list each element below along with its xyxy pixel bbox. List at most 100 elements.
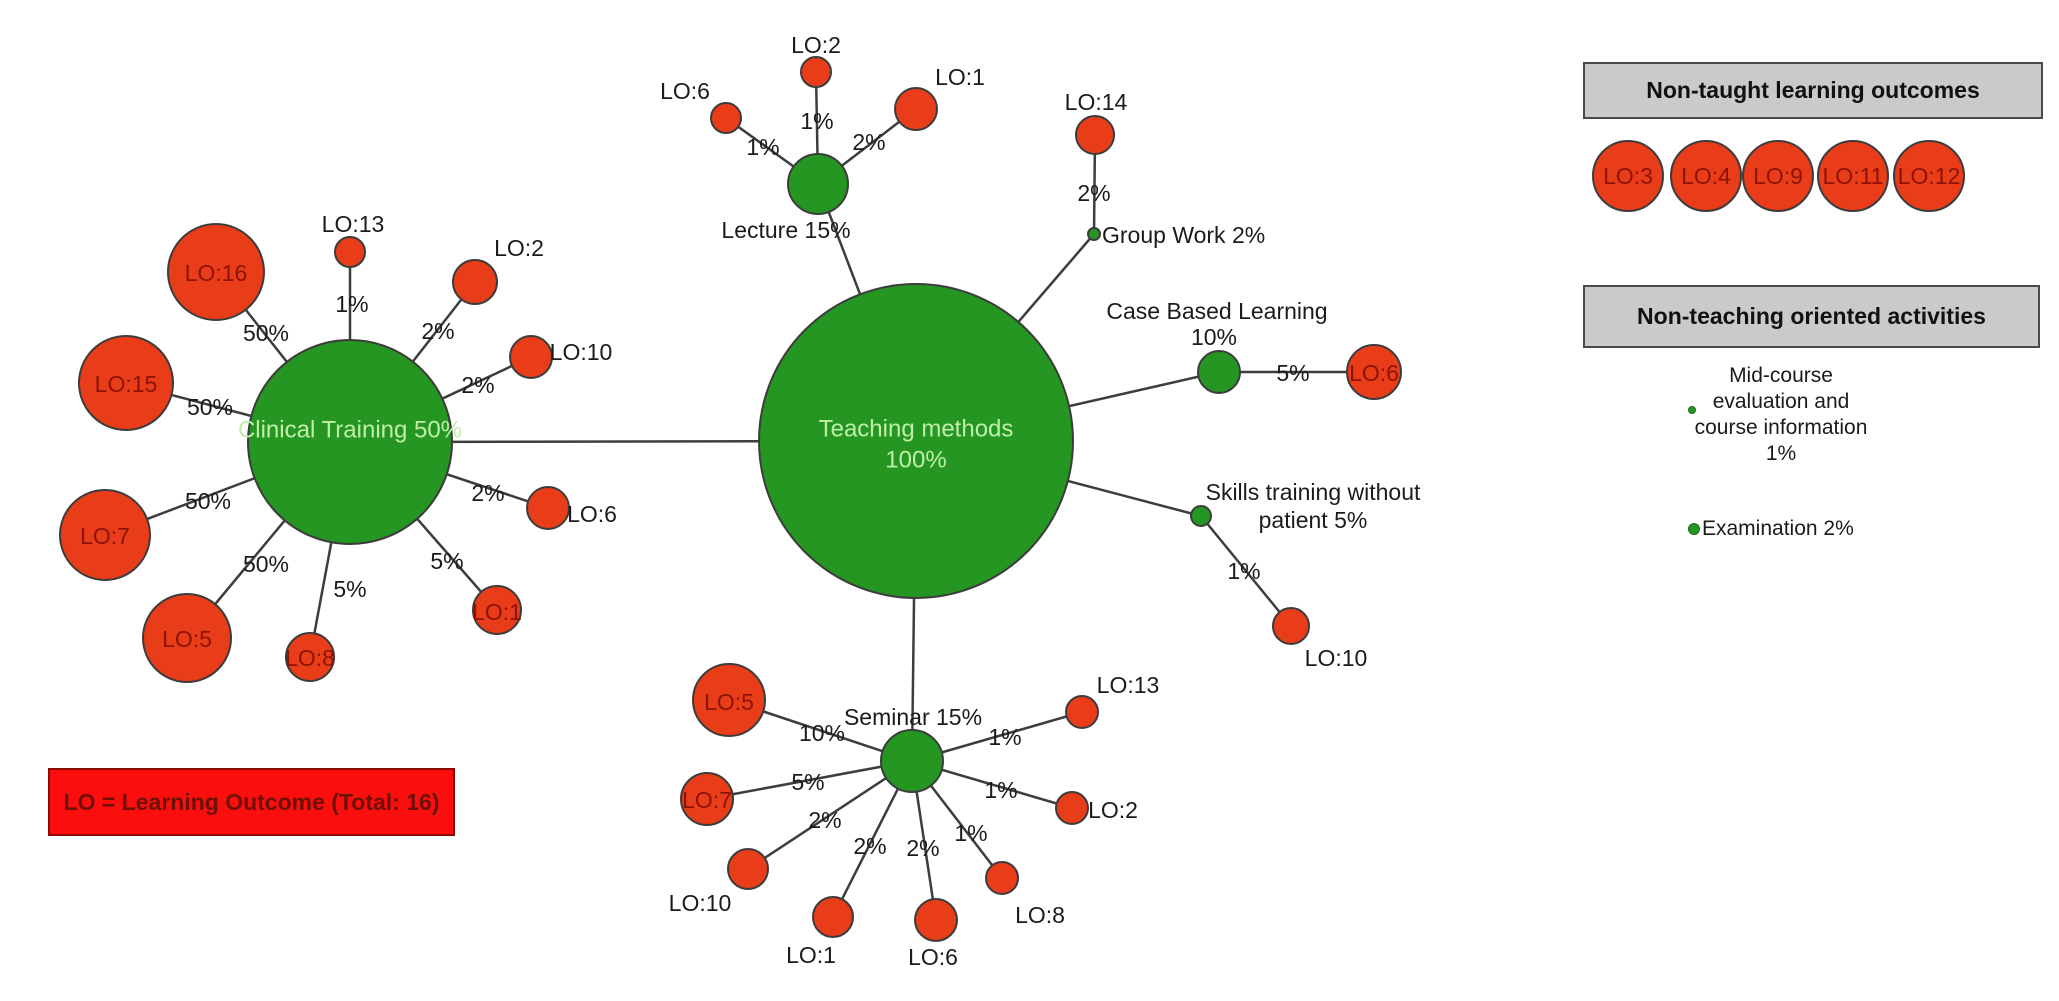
legend-label: LO = Learning Outcome (Total: 16) (63, 788, 440, 815)
mid-course-line-4: 1% (1765, 442, 1797, 465)
label-ct-lo7-0: LO:7 (80, 523, 130, 549)
non-taught-outcomes-header: Non-taught learning outcomes (1583, 62, 2043, 119)
label-sem-lo5-0: LO:5 (704, 689, 754, 715)
node-ct-lo8 (285, 632, 335, 682)
node-lecture (787, 153, 849, 215)
node-ct-lo10 (509, 335, 553, 379)
edge-seminar-sem-lo7 (706, 759, 913, 801)
non-taught-lo3-node: LO:3 (1592, 140, 1664, 212)
node-teaching-methods (758, 283, 1074, 599)
label-clinical-training-0: Clinical Training 50% (238, 417, 462, 444)
edge-label-clinical-training-ct-lo1: 5% (430, 548, 463, 574)
edge-seminar-sem-lo10 (747, 759, 913, 871)
label-group-work-0: Group Work 2% (1102, 222, 1265, 248)
label-sem-lo8-0: LO:8 (1015, 902, 1065, 928)
edge-label-lecture-lec-lo6: 1% (746, 134, 779, 160)
non-taught-lo12-node: LO:12 (1893, 140, 1965, 212)
label-lec-lo6-0: LO:6 (660, 78, 710, 104)
edge-label-seminar-sem-lo7: 5% (791, 769, 824, 795)
edge-label-clinical-training-ct-lo2: 2% (421, 318, 454, 344)
examination-dot-icon (1688, 523, 1700, 535)
label-case-based-learning-0: Case Based Learning (1106, 298, 1327, 324)
legend-box: LO = Learning Outcome (Total: 16) (48, 768, 455, 836)
node-sem-lo6 (914, 898, 958, 942)
label-ct-lo1-0: LO:1 (472, 599, 522, 625)
edge-label-seminar-sem-lo10: 2% (808, 807, 841, 833)
node-ct-lo15 (78, 335, 174, 431)
label-skills-training-0: Skills training without (1206, 479, 1421, 505)
non-taught-lo11-node: LO:11 (1817, 140, 1889, 212)
non-teaching-activities-title: Non-teaching oriented activities (1637, 303, 1986, 329)
edge-label-seminar-sem-lo5: 10% (799, 720, 845, 746)
node-lec-lo6 (710, 102, 742, 134)
mid-course-line-1: Mid-course (1729, 364, 1833, 387)
label-ct-lo8-0: LO:8 (285, 645, 335, 671)
node-sem-lo8 (985, 861, 1019, 895)
label-sk-lo10-0: LO:10 (1305, 645, 1368, 671)
label-sem-lo10-0: LO:10 (669, 890, 732, 916)
non-taught-lo9-label: LO:9 (1753, 162, 1803, 189)
label-ct-lo13-0: LO:13 (322, 211, 385, 237)
label-skills-training-1: patient 5% (1259, 507, 1368, 533)
edge-skills-training-sk-lo10 (1200, 515, 1292, 627)
node-cbl-lo6 (1346, 344, 1402, 400)
label-sem-lo2-0: LO:2 (1088, 797, 1138, 823)
node-sem-lo7 (680, 772, 734, 826)
label-case-based-learning-1: 10% (1191, 324, 1237, 350)
non-taught-lo4-label: LO:4 (1681, 162, 1731, 189)
node-ct-lo7 (59, 489, 151, 581)
label-teaching-methods-1: 100% (885, 447, 946, 474)
label-lec-lo2-0: LO:2 (791, 32, 841, 58)
label-ct-lo2-0: LO:2 (494, 235, 544, 261)
node-group-work (1087, 227, 1101, 241)
edge-label-clinical-training-ct-lo6: 2% (471, 480, 504, 506)
edge-label-clinical-training-ct-lo8: 5% (333, 576, 366, 602)
edge-label-clinical-training-ct-lo10: 2% (461, 372, 494, 398)
node-sem-lo2 (1055, 791, 1089, 825)
node-sk-lo10 (1272, 607, 1310, 645)
node-seminar (880, 729, 944, 793)
non-taught-lo12-label: LO:12 (1897, 162, 1961, 189)
label-lec-lo1-0: LO:1 (935, 64, 985, 90)
node-gw-lo14 (1075, 115, 1115, 155)
edge-label-case-based-learning-cbl-lo6: 5% (1276, 360, 1309, 386)
label-gw-lo14-0: LO:14 (1065, 89, 1128, 115)
non-taught-lo9-node: LO:9 (1742, 140, 1814, 212)
non-teaching-activities-header: Non-teaching oriented activities (1583, 285, 2040, 348)
node-clinical-training (247, 339, 453, 545)
node-sem-lo1 (812, 896, 854, 938)
edge-label-clinical-training-ct-lo7: 50% (185, 488, 231, 514)
edge-label-clinical-training-ct-lo16: 50% (243, 320, 289, 346)
edge-label-seminar-sem-lo1: 2% (853, 833, 886, 859)
edge-label-skills-training-sk-lo10: 1% (1227, 558, 1260, 584)
edge-label-lecture-lec-lo2: 1% (800, 108, 833, 134)
edge-label-group-work-gw-lo14: 2% (1077, 180, 1110, 206)
node-skills-training (1190, 505, 1212, 527)
label-ct-lo10-0: LO:10 (550, 339, 613, 365)
node-lec-lo1 (894, 87, 938, 131)
label-sem-lo1-0: LO:1 (786, 942, 836, 968)
non-taught-lo3-label: LO:3 (1603, 162, 1653, 189)
node-ct-lo6 (526, 486, 570, 530)
label-ct-lo15-0: LO:15 (95, 371, 158, 397)
label-cbl-lo6-0: LO:6 (1349, 360, 1399, 386)
label-ct-lo6-0: LO:6 (567, 501, 617, 527)
node-ct-lo16 (167, 223, 265, 321)
label-teaching-methods-0: Teaching methods (819, 416, 1014, 443)
mid-course-evaluation-item: Mid-course evaluation and course informa… (1681, 363, 1881, 467)
mid-course-dot-icon (1688, 406, 1696, 414)
node-ct-lo13 (334, 236, 366, 268)
label-lecture-0: Lecture 15% (721, 217, 850, 243)
node-lec-lo2 (800, 56, 832, 88)
non-taught-outcomes-title: Non-taught learning outcomes (1646, 77, 1980, 103)
label-sem-lo7-0: LO:7 (682, 787, 732, 813)
mid-course-line-3: course information (1694, 416, 1868, 439)
node-sem-lo5 (692, 663, 766, 737)
edge-label-seminar-sem-lo8: 1% (954, 820, 987, 846)
node-sem-lo13 (1065, 695, 1099, 729)
edge-label-clinical-training-ct-lo13: 1% (335, 291, 368, 317)
edge-label-seminar-sem-lo13: 1% (988, 724, 1021, 750)
edge-label-clinical-training-ct-lo5: 50% (243, 551, 289, 577)
label-sem-lo13-0: LO:13 (1097, 672, 1160, 698)
